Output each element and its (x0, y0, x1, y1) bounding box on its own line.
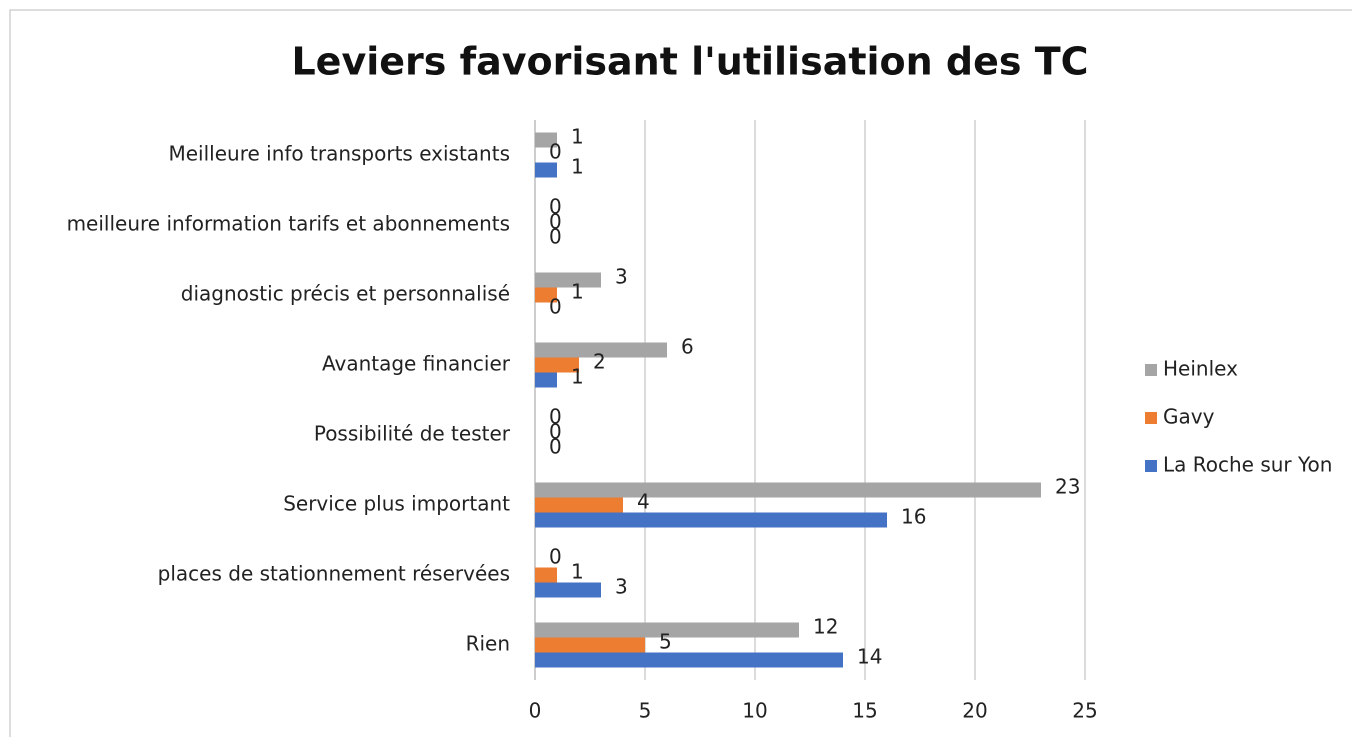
x-tick-label: 20 (962, 699, 987, 723)
bar (535, 582, 601, 598)
data-label: 0 (549, 210, 562, 234)
data-label: 1 (571, 560, 584, 584)
bar (535, 372, 557, 388)
legend-swatch (1145, 412, 1157, 424)
bar (535, 132, 557, 148)
y-tick-label: Service plus important (283, 492, 510, 516)
data-label: 0 (549, 435, 562, 459)
bar (535, 512, 887, 528)
bar (535, 567, 557, 583)
data-label: 2 (593, 350, 606, 374)
x-tick-label: 25 (1072, 699, 1097, 723)
x-tick-label: 15 (852, 699, 877, 723)
data-label: 3 (615, 265, 628, 289)
data-label: 1 (571, 125, 584, 149)
legend-swatch (1145, 460, 1157, 472)
bar (535, 357, 579, 373)
y-tick-label: Possibilité de tester (314, 422, 511, 446)
x-tick-label: 0 (529, 699, 542, 723)
data-label: 12 (813, 615, 838, 639)
y-tick-label: places de stationnement réservées (158, 562, 510, 586)
y-tick-label: Avantage financier (322, 352, 511, 376)
data-label: 0 (549, 545, 562, 569)
bar (535, 162, 557, 178)
bar (535, 287, 557, 303)
bar (535, 637, 645, 653)
legend-label: Gavy (1163, 405, 1215, 429)
legend-label: La Roche sur Yon (1163, 453, 1332, 477)
data-label: 6 (681, 335, 694, 359)
bar (535, 497, 623, 513)
data-label: 23 (1055, 475, 1080, 499)
data-label: 4 (637, 490, 650, 514)
bar (535, 342, 667, 358)
data-label: 0 (549, 195, 562, 219)
x-tick-label: 10 (742, 699, 767, 723)
bar (535, 652, 843, 668)
data-label: 0 (549, 140, 562, 164)
y-tick-label: diagnostic précis et personnalisé (181, 282, 510, 306)
x-tick-label: 5 (639, 699, 652, 723)
data-label: 1 (571, 365, 584, 389)
chart-title: Leviers favorisant l'utilisation des TC (291, 40, 1088, 84)
bar (535, 272, 601, 288)
data-label: 3 (615, 575, 628, 599)
data-label: 0 (549, 405, 562, 429)
legend-swatch (1145, 364, 1157, 376)
data-label: 16 (901, 505, 926, 529)
y-tick-label: meilleure information tarifs et abonneme… (67, 212, 510, 236)
y-tick-label: Meilleure info transports existants (168, 142, 510, 166)
chart-frame (9, 9, 1352, 737)
data-label: 0 (549, 420, 562, 444)
data-label: 5 (659, 630, 672, 654)
legend-label: Heinlex (1163, 357, 1238, 381)
bar (535, 622, 799, 638)
data-label: 0 (549, 225, 562, 249)
bar (535, 482, 1041, 498)
data-label: 1 (571, 155, 584, 179)
data-label: 1 (571, 280, 584, 304)
y-tick-label: Rien (466, 632, 510, 656)
data-label: 0 (549, 295, 562, 319)
data-label: 14 (857, 645, 882, 669)
